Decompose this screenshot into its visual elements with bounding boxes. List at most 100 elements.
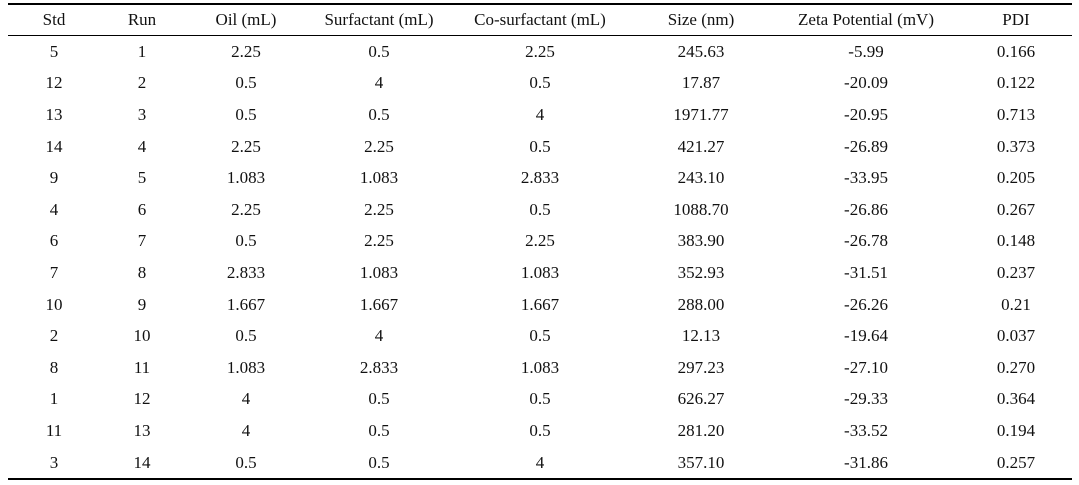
cell-pdi: 0.194 bbox=[996, 420, 1036, 440]
cell-zeta-potential: -20.95 bbox=[844, 104, 888, 124]
cell-co-surfactant: 0.5 bbox=[529, 326, 551, 346]
cell-run: 13 bbox=[133, 420, 151, 440]
header-co-surfactant: Co-surfactant (mL) bbox=[450, 4, 630, 36]
cell-std: 6 bbox=[49, 231, 59, 251]
cell-surfactant: 0.5 bbox=[368, 389, 390, 409]
cell-std: 3 bbox=[8, 446, 100, 481]
cell-pdi: 0.267 bbox=[996, 199, 1036, 219]
table-row: 13 3 0.5 0.5 4 1971.77 -20.95 0.713 bbox=[8, 99, 1072, 131]
cell-run: 5 bbox=[137, 168, 147, 188]
cell-pdi: 0.713 bbox=[996, 104, 1036, 124]
cell-pdi: 0.270 bbox=[996, 357, 1036, 377]
cell-oil: 2.25 bbox=[231, 41, 261, 61]
cell-pdi: 0.373 bbox=[996, 136, 1036, 156]
cell-surfactant: 1.083 bbox=[359, 262, 399, 282]
cell-oil: 2.833 bbox=[226, 262, 266, 282]
cell-surfactant: 2.25 bbox=[364, 136, 394, 156]
cell-co-surfactant: 2.25 bbox=[525, 41, 555, 61]
cell-run: 8 bbox=[137, 262, 147, 282]
header-zeta-potential: Zeta Potential (mV) bbox=[772, 4, 960, 36]
cell-oil: 0.5 bbox=[235, 73, 257, 93]
table-row: 2 10 0.5 4 0.5 12.13 -19.64 0.037 bbox=[8, 320, 1072, 352]
cell-pdi: 0.148 bbox=[996, 231, 1036, 251]
cell-oil: 1.667 bbox=[226, 294, 266, 314]
cell-co-surfactant: 4 bbox=[535, 104, 545, 124]
cell-pdi: 0.122 bbox=[996, 73, 1036, 93]
formulation-table: Std Run Oil (mL) Surfactant (mL) Co-surf… bbox=[8, 3, 1072, 481]
cell-size: 383.90 bbox=[677, 231, 725, 251]
cell-surfactant: 4 bbox=[374, 73, 384, 93]
table-row: 7 8 2.833 1.083 1.083 352.93 -31.51 0.237 bbox=[8, 257, 1072, 289]
cell-std: 2 bbox=[49, 326, 59, 346]
cell-pdi: 0.257 bbox=[960, 446, 1072, 481]
cell-oil: 4 bbox=[241, 389, 251, 409]
cell-size: 626.27 bbox=[677, 389, 725, 409]
cell-surfactant: 0.5 bbox=[368, 41, 390, 61]
cell-size: 12.13 bbox=[681, 326, 721, 346]
cell-size: 1971.77 bbox=[673, 104, 729, 124]
cell-std: 7 bbox=[49, 262, 59, 282]
cell-std: 8 bbox=[49, 357, 59, 377]
cell-zeta-potential: -26.89 bbox=[844, 136, 888, 156]
cell-zeta-potential: -27.10 bbox=[844, 357, 888, 377]
cell-oil: 2.25 bbox=[231, 136, 261, 156]
table-row: 14 4 2.25 2.25 0.5 421.27 -26.89 0.373 bbox=[8, 131, 1072, 163]
cell-surfactant: 1.667 bbox=[359, 294, 399, 314]
cell-pdi: 0.237 bbox=[996, 262, 1036, 282]
cell-surfactant: 1.083 bbox=[359, 168, 399, 188]
cell-surfactant: 2.25 bbox=[364, 199, 394, 219]
table-row: 3 14 0.5 0.5 4 357.10 -31.86 0.257 bbox=[8, 446, 1072, 481]
table-row: 5 1 2.25 0.5 2.25 245.63 -5.99 0.166 bbox=[8, 36, 1072, 68]
cell-zeta-potential: -19.64 bbox=[844, 326, 888, 346]
cell-surfactant: 2.833 bbox=[359, 357, 399, 377]
cell-co-surfactant: 0.5 bbox=[529, 73, 551, 93]
cell-std: 5 bbox=[49, 41, 59, 61]
cell-std: 11 bbox=[45, 420, 63, 440]
cell-co-surfactant: 1.667 bbox=[520, 294, 560, 314]
cell-oil: 1.083 bbox=[226, 168, 266, 188]
cell-oil: 2.25 bbox=[231, 199, 261, 219]
cell-size: 352.93 bbox=[677, 262, 725, 282]
cell-zeta-potential: -26.86 bbox=[844, 199, 888, 219]
header-oil: Oil (mL) bbox=[184, 4, 308, 36]
cell-co-surfactant: 2.833 bbox=[520, 168, 560, 188]
cell-oil: 0.5 bbox=[235, 326, 257, 346]
cell-oil: 4 bbox=[241, 420, 251, 440]
table-row: 8 11 1.083 2.833 1.083 297.23 -27.10 0.270 bbox=[8, 352, 1072, 384]
cell-size: 297.23 bbox=[677, 357, 725, 377]
cell-zeta-potential: -20.09 bbox=[844, 73, 888, 93]
cell-co-surfactant: 1.083 bbox=[520, 262, 560, 282]
cell-std: 12 bbox=[45, 73, 63, 93]
cell-run: 1 bbox=[137, 41, 147, 61]
cell-run: 10 bbox=[133, 326, 151, 346]
cell-run: 7 bbox=[137, 231, 147, 251]
table-row: 4 6 2.25 2.25 0.5 1088.70 -26.86 0.267 bbox=[8, 194, 1072, 226]
cell-size: 17.87 bbox=[681, 73, 721, 93]
header-surfactant: Surfactant (mL) bbox=[308, 4, 450, 36]
data-table-container: Std Run Oil (mL) Surfactant (mL) Co-surf… bbox=[8, 3, 1072, 481]
table-row: 1 12 4 0.5 0.5 626.27 -29.33 0.364 bbox=[8, 384, 1072, 416]
table-row: 12 2 0.5 4 0.5 17.87 -20.09 0.122 bbox=[8, 68, 1072, 100]
cell-co-surfactant: 0.5 bbox=[529, 199, 551, 219]
cell-surfactant: 0.5 bbox=[368, 104, 390, 124]
cell-run: 9 bbox=[137, 294, 147, 314]
cell-surfactant: 0.5 bbox=[308, 446, 450, 481]
cell-std: 9 bbox=[49, 168, 59, 188]
cell-zeta-potential: -31.86 bbox=[772, 446, 960, 481]
table-row: 6 7 0.5 2.25 2.25 383.90 -26.78 0.148 bbox=[8, 226, 1072, 258]
cell-run: 4 bbox=[137, 136, 147, 156]
cell-pdi: 0.205 bbox=[996, 168, 1036, 188]
table-row: 10 9 1.667 1.667 1.667 288.00 -26.26 0.21 bbox=[8, 289, 1072, 321]
cell-std: 10 bbox=[45, 294, 63, 314]
cell-zeta-potential: -26.78 bbox=[844, 231, 888, 251]
cell-oil: 1.083 bbox=[226, 357, 266, 377]
cell-size: 357.10 bbox=[630, 446, 772, 481]
cell-zeta-potential: -33.95 bbox=[844, 168, 888, 188]
table-row: 11 13 4 0.5 0.5 281.20 -33.52 0.194 bbox=[8, 415, 1072, 447]
cell-std: 13 bbox=[45, 104, 63, 124]
cell-size: 281.20 bbox=[677, 420, 725, 440]
cell-std: 1 bbox=[49, 389, 59, 409]
cell-oil: 0.5 bbox=[235, 231, 257, 251]
header-size: Size (nm) bbox=[630, 4, 772, 36]
cell-co-surfactant: 0.5 bbox=[529, 136, 551, 156]
